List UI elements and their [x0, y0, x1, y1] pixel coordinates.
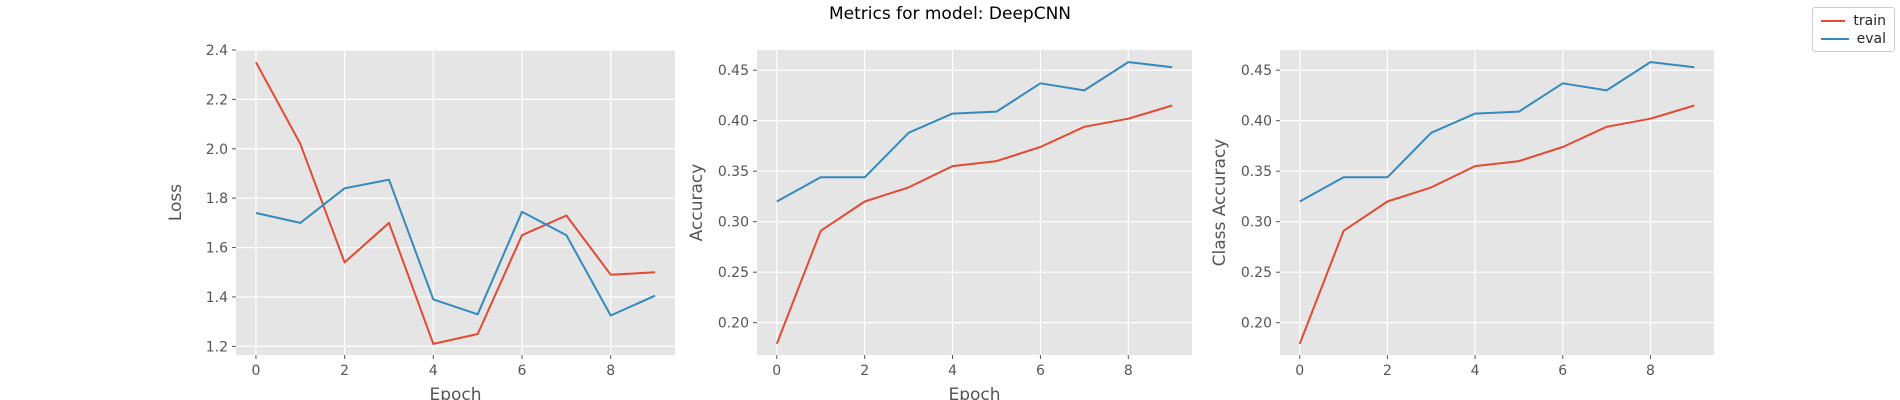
legend: train eval: [1812, 7, 1895, 52]
y-tick-label: 0.40: [718, 114, 749, 130]
x-axis-label: Epoch: [948, 385, 1000, 400]
series-line-train: [1298, 104, 1695, 345]
y-tick-label: 1.2: [206, 339, 228, 355]
y-tick-label: 0.25: [718, 265, 749, 281]
y-tick-label: 0.30: [1241, 215, 1272, 231]
y-tick-label: 1.6: [206, 241, 228, 257]
y-tick-label: 0.40: [1241, 114, 1272, 130]
x-axis-label: Epoch: [429, 385, 481, 400]
x-tick-label: 6: [518, 363, 527, 379]
chart-panel-3: 0 2 4 6 8 0.20 0.25 0.30 0.35 0.40 0.45 Class Accur…: [1210, 50, 1714, 379]
legend-swatch-eval: [1821, 38, 1849, 40]
x-tick-label: 4: [429, 363, 438, 379]
x-tick-label: 4: [948, 363, 957, 379]
legend-swatch-train: [1821, 20, 1846, 22]
plot-area: [757, 50, 1192, 355]
y-tick-label: 0.45: [1241, 63, 1272, 79]
legend-item-eval: eval: [1821, 30, 1886, 48]
y-tick-label: 2.2: [206, 92, 228, 108]
series-line-eval: [776, 61, 1173, 203]
chart-panel-1: 0 2 4 6 8 1.2 1.4 1.6 1.8 2.0 2.2 2.4 Epoch Loss: [166, 43, 675, 400]
y-tick-label: 2.0: [206, 142, 228, 158]
x-tick-label: 8: [1646, 363, 1655, 379]
x-tick-label: 2: [1383, 363, 1392, 379]
y-tick-label: 0.35: [1241, 164, 1272, 180]
x-tick-label: 0: [1295, 363, 1304, 379]
y-tick-label: 1.4: [206, 290, 228, 306]
plot-area: [1280, 50, 1714, 355]
series-line-train: [255, 61, 656, 345]
legend-item-train: train: [1821, 12, 1886, 30]
legend-label-train: train: [1853, 13, 1886, 29]
chart-panel-2: 0 2 4 6 8 0.20 0.25 0.30 0.35 0.40 0.45 Epoch Accura…: [687, 50, 1192, 400]
x-tick-label: 2: [340, 363, 349, 379]
y-tick-label: 0.45: [718, 63, 749, 79]
y-tick-label: 1.8: [206, 191, 228, 207]
y-tick-label: 0.35: [718, 164, 749, 180]
series-line-eval: [1299, 61, 1695, 203]
x-tick-label: 6: [1558, 363, 1567, 379]
x-tick-label: 4: [1471, 363, 1480, 379]
y-axis-label: Accuracy: [687, 164, 707, 242]
x-tick-label: 2: [860, 363, 869, 379]
x-tick-label: 6: [1036, 363, 1045, 379]
x-tick-label: 0: [251, 363, 260, 379]
y-axis-label: Loss: [166, 184, 186, 221]
x-tick-label: 8: [1124, 363, 1133, 379]
legend-label-eval: eval: [1856, 31, 1886, 47]
y-axis-label: Class Accuracy: [1210, 139, 1230, 267]
x-tick-label: 0: [772, 363, 781, 379]
y-tick-label: 0.20: [718, 316, 749, 332]
x-tick-label: 8: [606, 363, 615, 379]
series-line-eval: [255, 178, 656, 317]
y-tick-label: 0.20: [1241, 316, 1272, 332]
plot-area: [236, 50, 675, 355]
figure-title: Metrics for model: DeepCNN: [828, 4, 1072, 24]
y-tick-label: 0.30: [718, 215, 749, 231]
y-tick-label: 2.4: [206, 43, 228, 59]
y-tick-label: 0.25: [1241, 265, 1272, 281]
series-line-train: [775, 104, 1173, 345]
